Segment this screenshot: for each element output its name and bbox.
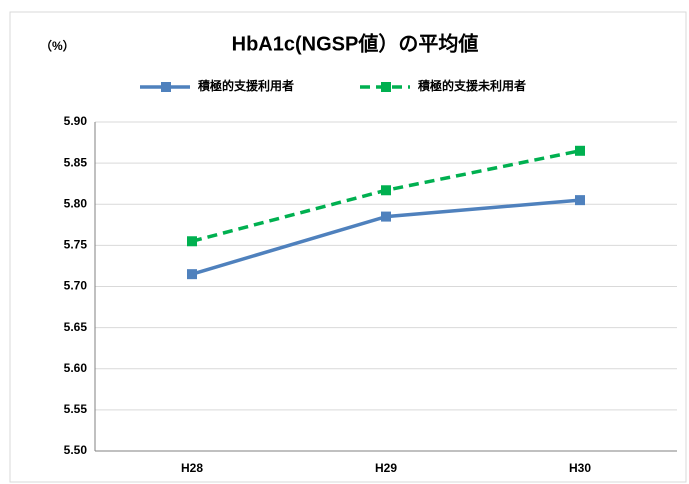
x-tick-label: H30 (569, 461, 591, 475)
marker (381, 185, 391, 196)
marker (575, 145, 585, 156)
legend-marker (381, 82, 391, 92)
y-tick-label: 5.80 (64, 196, 88, 210)
y-tick-label: 5.65 (64, 320, 88, 334)
y-tick-label: 5.85 (64, 155, 88, 169)
y-tick-label: 5.90 (64, 114, 88, 128)
x-tick-label: H28 (181, 461, 203, 475)
y-tick-label: 5.60 (64, 361, 88, 375)
legend-marker (161, 82, 171, 92)
legend-label: 積極的支援未利用者 (417, 78, 526, 93)
y-tick-label: 5.55 (64, 402, 88, 416)
marker (381, 211, 391, 222)
marker (187, 236, 197, 247)
marker (575, 195, 585, 206)
y-tick-label: 5.70 (64, 279, 88, 293)
marker (187, 269, 197, 280)
chart-title: HbA1c(NGSP値）の平均値 (232, 31, 479, 55)
legend-label: 積極的支援利用者 (197, 78, 294, 93)
x-tick-label: H29 (375, 461, 397, 475)
y-tick-label: 5.75 (64, 238, 88, 252)
y-tick-label: 5.50 (64, 443, 88, 457)
chart-border (9, 11, 687, 483)
y-unit-label: （%） (40, 38, 75, 53)
